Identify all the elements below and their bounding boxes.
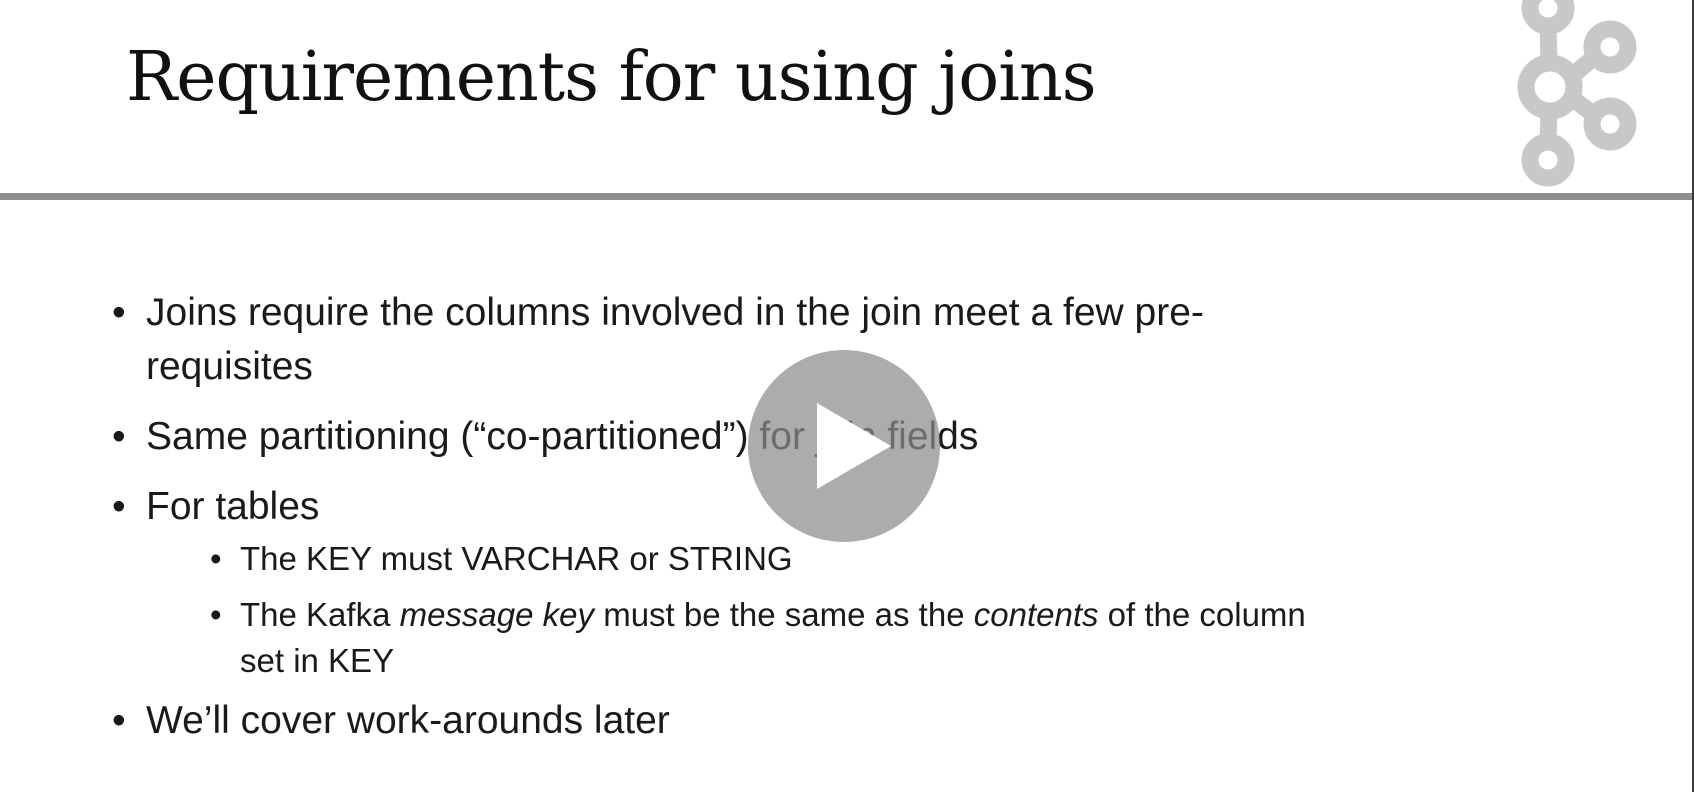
bullet-icon: • bbox=[112, 415, 126, 458]
sub-bullet-list: • The KEY must VARCHAR or STRING • The K… bbox=[210, 536, 1352, 684]
bullet-item: • Same partitioning (“co-partitioned”) f… bbox=[112, 410, 1352, 464]
sub-bullet-icon: • bbox=[210, 596, 222, 633]
sub-bullet-emphasis: message key bbox=[399, 596, 595, 633]
bullet-icon: • bbox=[112, 485, 126, 528]
bullet-item: • For tables • The KEY must VARCHAR or S… bbox=[112, 480, 1352, 684]
bullet-text: We’ll cover work-arounds later bbox=[146, 699, 670, 742]
sub-bullet-text: The KEY must VARCHAR or STRING bbox=[240, 540, 793, 577]
kafka-logo-icon bbox=[1517, 0, 1637, 187]
bullet-icon: • bbox=[112, 699, 126, 742]
slide-body: • Joins require the columns involved in … bbox=[112, 286, 1352, 764]
sub-bullet-text-suffix: of the column set in KEY bbox=[240, 596, 1306, 679]
title-divider bbox=[0, 193, 1692, 200]
slide-title: Requirements for using joins bbox=[126, 38, 1097, 117]
play-button[interactable] bbox=[748, 350, 940, 542]
bullet-text: Joins require the columns involved in th… bbox=[146, 291, 1204, 388]
bullet-item: • Joins require the columns involved in … bbox=[112, 286, 1352, 394]
sub-bullet-text-middle: must be the same as the bbox=[594, 596, 974, 633]
sub-bullet-emphasis: contents bbox=[973, 596, 1099, 633]
sub-bullet-text-prefix: The Kafka bbox=[240, 596, 400, 633]
play-icon bbox=[817, 403, 891, 489]
bullet-text: For tables bbox=[146, 485, 320, 528]
bullet-icon: • bbox=[112, 291, 126, 334]
right-border bbox=[1692, 0, 1694, 792]
bullet-item: • We’ll cover work-arounds later bbox=[112, 694, 1352, 748]
sub-bullet-item: • The Kafka message key must be the same… bbox=[210, 592, 1352, 684]
sub-bullet-item: • The KEY must VARCHAR or STRING bbox=[210, 536, 1352, 582]
sub-bullet-icon: • bbox=[210, 540, 222, 577]
